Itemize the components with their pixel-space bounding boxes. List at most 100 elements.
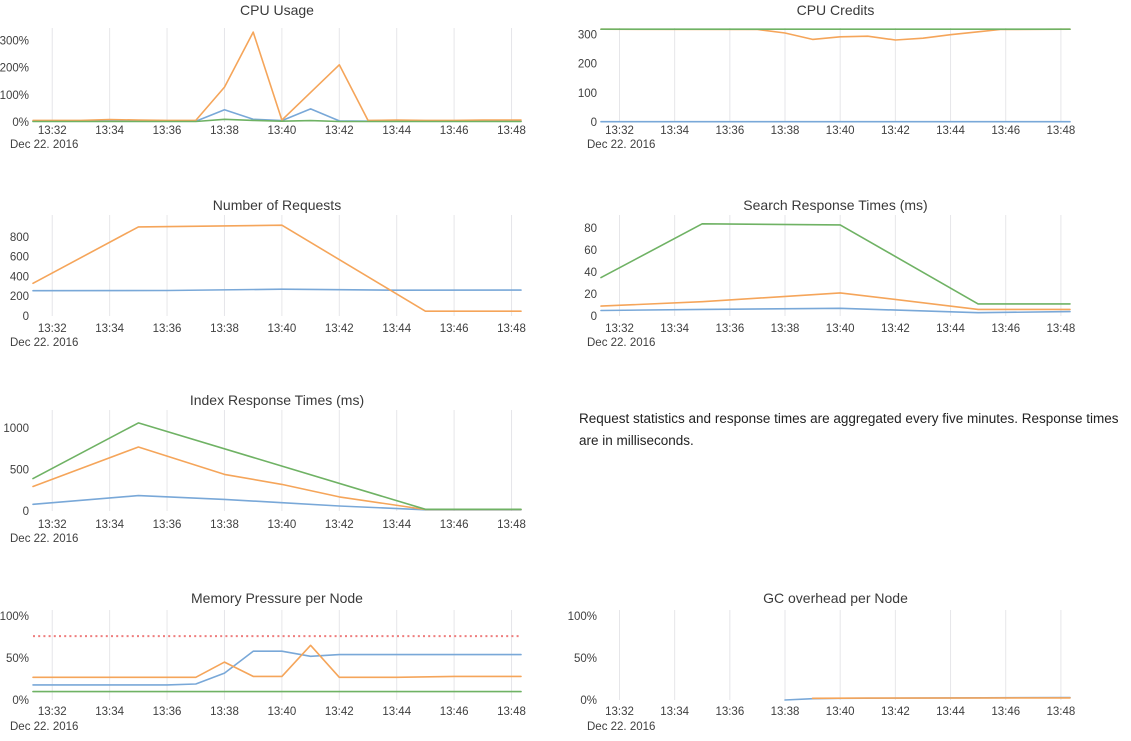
- x-axis-tick-label: 13:40: [267, 706, 296, 718]
- x-axis-tick-label: 13:32: [38, 519, 67, 531]
- note-text: Request statistics and response times ar…: [579, 411, 1119, 448]
- x-axis-tick-label: 13:34: [660, 706, 689, 718]
- y-axis-tick-label: 0: [23, 311, 29, 323]
- chart-title-number-of-requests: Number of Requests: [212, 197, 342, 213]
- series-line-requests-blue: [32, 288, 522, 292]
- chart-gc-overhead: GC overhead per Node 0% 50% 100% 13:32 13:34…: [565, 580, 1131, 741]
- note-panel: Request statistics and response times ar…: [565, 380, 1131, 555]
- x-axis-tick-label: 13:44: [936, 323, 965, 335]
- x-axis-date-label: Dec 22. 2016: [10, 533, 78, 545]
- x-axis-tick-label: 13:44: [382, 125, 411, 137]
- chart-cpu-usage: CPU Usage 0% 100% 200% 300% 13:32 13:34 13:36 1…: [0, 0, 565, 175]
- x-axis-tick-label: 13:40: [826, 706, 855, 718]
- chart-plot-memory-pressure: 0% 50% 100% 13:32 13:34 13:36 13:38 13:40 13:42 1…: [0, 610, 526, 733]
- x-axis-date-label: Dec 22. 2016: [10, 337, 78, 349]
- series-line-index-green: [32, 422, 522, 511]
- chart-plot-cpu-credits: 0 100 200 300 13:32 13:34 13:36 13:38 13:40 13:42…: [578, 28, 1076, 151]
- x-axis-tick-label: 13:32: [605, 323, 634, 335]
- x-axis-tick-label: 13:34: [95, 323, 124, 335]
- x-axis-date-label: Dec 22. 2016: [587, 337, 655, 349]
- x-axis-tick-label: 13:46: [991, 125, 1020, 137]
- y-axis-tick-label: 100%: [0, 611, 29, 623]
- series-line-search-orange: [600, 292, 1071, 311]
- chart-title-cpu-credits: CPU Credits: [796, 2, 875, 18]
- x-axis-tick-label: 13:44: [382, 706, 411, 718]
- x-axis-tick-label: 13:38: [210, 706, 239, 718]
- series-line-node-orange: [600, 28, 1071, 41]
- x-axis-tick-label: 13:42: [325, 519, 354, 531]
- x-axis-tick-label: 13:38: [210, 125, 239, 137]
- x-axis-tick-label: 13:38: [771, 323, 800, 335]
- chart-search-response-times: Search Response Times (ms) 0 20 40 60 80 13:3…: [565, 185, 1131, 360]
- x-axis-tick-label: 13:42: [325, 706, 354, 718]
- y-axis-tick-label: 300%: [0, 35, 29, 47]
- x-axis-tick-label: 13:44: [936, 125, 965, 137]
- series-line-memory-blue: [32, 650, 522, 686]
- y-axis-tick-label: 80: [584, 223, 597, 235]
- y-axis-tick-label: 600: [10, 252, 29, 264]
- x-axis-tick-label: 13:32: [38, 706, 67, 718]
- y-axis-tick-label: 0%: [580, 695, 597, 707]
- x-axis-tick-label: 13:44: [382, 519, 411, 531]
- x-axis-tick-label: 13:48: [1047, 125, 1076, 137]
- x-axis-tick-label: 13:34: [660, 125, 689, 137]
- chart-plot-index-response-times: 0 500 1000 13:32 13:34 13:36 13:38 13:40 13:42 13…: [3, 410, 526, 545]
- x-axis-tick-label: 13:38: [771, 706, 800, 718]
- y-axis-tick-label: 400: [10, 271, 29, 283]
- x-axis-tick-label: 13:42: [325, 323, 354, 335]
- x-axis-tick-label: 13:42: [881, 125, 910, 137]
- x-axis-tick-label: 13:38: [771, 125, 800, 137]
- x-axis-tick-label: 13:36: [153, 323, 182, 335]
- x-axis-tick-label: 13:40: [826, 323, 855, 335]
- chart-cpu-credits: CPU Credits 0 100 200 300 13:32 13:34 13:36 13:…: [565, 0, 1131, 175]
- x-axis-tick-label: 13:32: [605, 125, 634, 137]
- x-axis-date-label: Dec 22. 2016: [10, 139, 78, 151]
- chart-index-response-times: Index Response Times (ms) 0 500 1000 13:32 1…: [0, 380, 565, 555]
- x-axis-tick-label: 13:42: [325, 125, 354, 137]
- chart-title-gc-overhead: GC overhead per Node: [763, 590, 908, 606]
- y-axis-tick-label: 500: [10, 464, 29, 476]
- x-axis-tick-label: 13:32: [38, 323, 67, 335]
- x-axis-tick-label: 13:46: [440, 125, 469, 137]
- y-axis-tick-label: 200: [578, 59, 597, 71]
- x-axis-tick-label: 13:44: [382, 323, 411, 335]
- chart-memory-pressure: Memory Pressure per Node 0% 50% 100% 13:32 1…: [0, 580, 565, 741]
- x-axis-tick-label: 13:46: [991, 706, 1020, 718]
- x-axis-tick-label: 13:42: [881, 323, 910, 335]
- y-axis-tick-label: 50%: [6, 653, 29, 665]
- x-axis-tick-label: 13:36: [153, 519, 182, 531]
- y-axis-tick-label: 300: [578, 29, 597, 41]
- x-axis-tick-label: 13:48: [497, 706, 526, 718]
- y-axis-tick-label: 100%: [568, 611, 597, 623]
- y-axis-tick-label: 200%: [0, 63, 29, 75]
- series-line-search-green: [600, 222, 1071, 305]
- x-axis-tick-label: 13:40: [267, 519, 296, 531]
- x-axis-tick-label: 13:40: [826, 125, 855, 137]
- x-axis-tick-label: 13:46: [440, 706, 469, 718]
- y-axis-tick-label: 0: [591, 311, 597, 323]
- x-axis-tick-label: 13:48: [497, 125, 526, 137]
- y-axis-tick-label: 0: [23, 506, 29, 518]
- x-axis-tick-label: 13:36: [715, 323, 744, 335]
- chart-plot-gc-overhead: 0% 50% 100% 13:32 13:34 13:36 13:38 13:40 13:42 1…: [568, 610, 1076, 733]
- x-axis-tick-label: 13:46: [440, 519, 469, 531]
- x-axis-tick-label: 13:38: [210, 519, 239, 531]
- series-line-index-orange: [32, 446, 522, 511]
- x-axis-tick-label: 13:36: [715, 706, 744, 718]
- chart-plot-search-response-times: 0 20 40 60 80 13:32 13:34 13:36 13:38 13:40 13:42 1…: [584, 215, 1075, 349]
- series-line-search-blue: [600, 307, 1071, 314]
- series-line-node-orange: [32, 31, 522, 122]
- x-axis-tick-label: 13:48: [1047, 706, 1076, 718]
- chart-number-of-requests: Number of Requests 0 200 400 600 800 13:32 13:…: [0, 185, 565, 360]
- x-axis-tick-label: 13:42: [881, 706, 910, 718]
- x-axis-date-label: Dec 22. 2016: [587, 721, 655, 733]
- series-line-node-green: [32, 118, 522, 123]
- y-axis-tick-label: 50%: [574, 653, 597, 665]
- x-axis-date-label: Dec 22. 2016: [10, 721, 78, 733]
- chart-title-cpu-usage: CPU Usage: [240, 2, 314, 18]
- x-axis-tick-label: 13:38: [210, 323, 239, 335]
- y-axis-tick-label: 800: [10, 232, 29, 244]
- y-axis-tick-label: 200: [10, 291, 29, 303]
- x-axis-tick-label: 13:46: [440, 323, 469, 335]
- x-axis-tick-label: 13:48: [497, 323, 526, 335]
